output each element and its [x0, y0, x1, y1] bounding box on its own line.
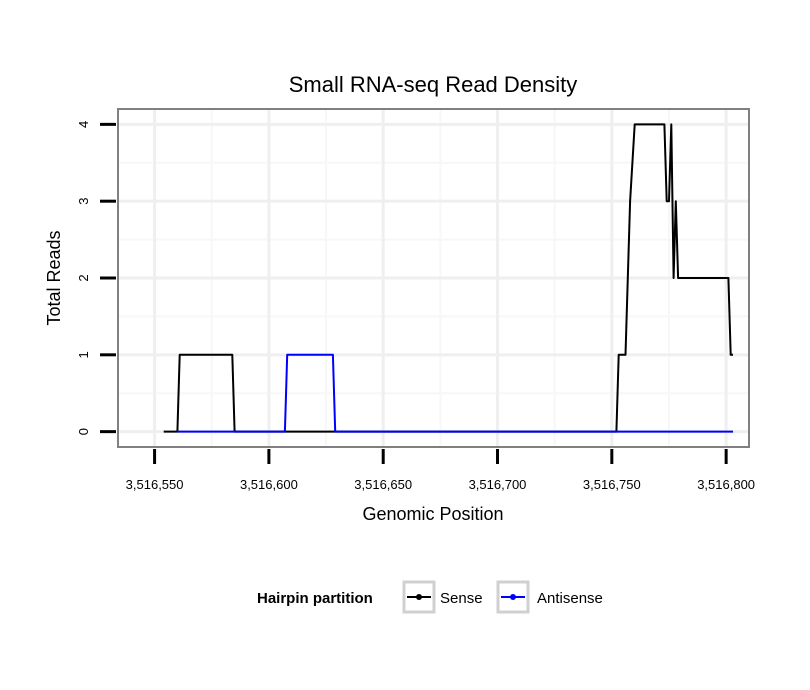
- legend-label-antisense: Antisense: [537, 590, 603, 607]
- plot-border: [117, 108, 750, 448]
- x-tick-label: 3,516,550: [126, 477, 184, 492]
- x-tick-label: 3,516,800: [697, 477, 755, 492]
- x-tick-label: 3,516,600: [240, 477, 298, 492]
- legend-entry-antisense: Antisense: [496, 580, 603, 614]
- y-tick-label: 1: [76, 351, 91, 358]
- series-layer: [163, 123, 733, 433]
- legend-key-point: [510, 594, 516, 600]
- y-tick-label: 2: [76, 274, 91, 281]
- legend-key-point: [416, 594, 422, 600]
- legend: Hairpin partition Sense Antisense: [257, 580, 603, 614]
- y-tick-label: 0: [76, 428, 91, 435]
- legend-label-sense: Sense: [440, 590, 483, 607]
- x-axis-label: Genomic Position: [362, 504, 503, 524]
- series-line-antisense: [177, 353, 733, 433]
- chart-title: Small RNA-seq Read Density: [289, 72, 578, 97]
- legend-title: Hairpin partition: [257, 590, 373, 607]
- y-tick-label: 3: [76, 198, 91, 205]
- legend-entry-sense: Sense: [402, 580, 483, 614]
- series-line-sense: [163, 123, 733, 433]
- x-tick-label: 3,516,750: [583, 477, 641, 492]
- x-axis: 3,516,550 3,516,600 3,516,650 3,516,700 3,51…: [126, 449, 755, 492]
- x-tick-label: 3,516,650: [354, 477, 412, 492]
- y-axis-label: Total Reads: [44, 230, 64, 325]
- x-tick-label: 3,516,700: [469, 477, 527, 492]
- y-tick-label: 4: [76, 121, 91, 128]
- y-axis: 0 1 2 3 4: [76, 121, 116, 435]
